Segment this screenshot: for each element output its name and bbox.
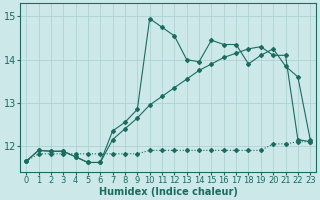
- X-axis label: Humidex (Indice chaleur): Humidex (Indice chaleur): [99, 187, 238, 197]
